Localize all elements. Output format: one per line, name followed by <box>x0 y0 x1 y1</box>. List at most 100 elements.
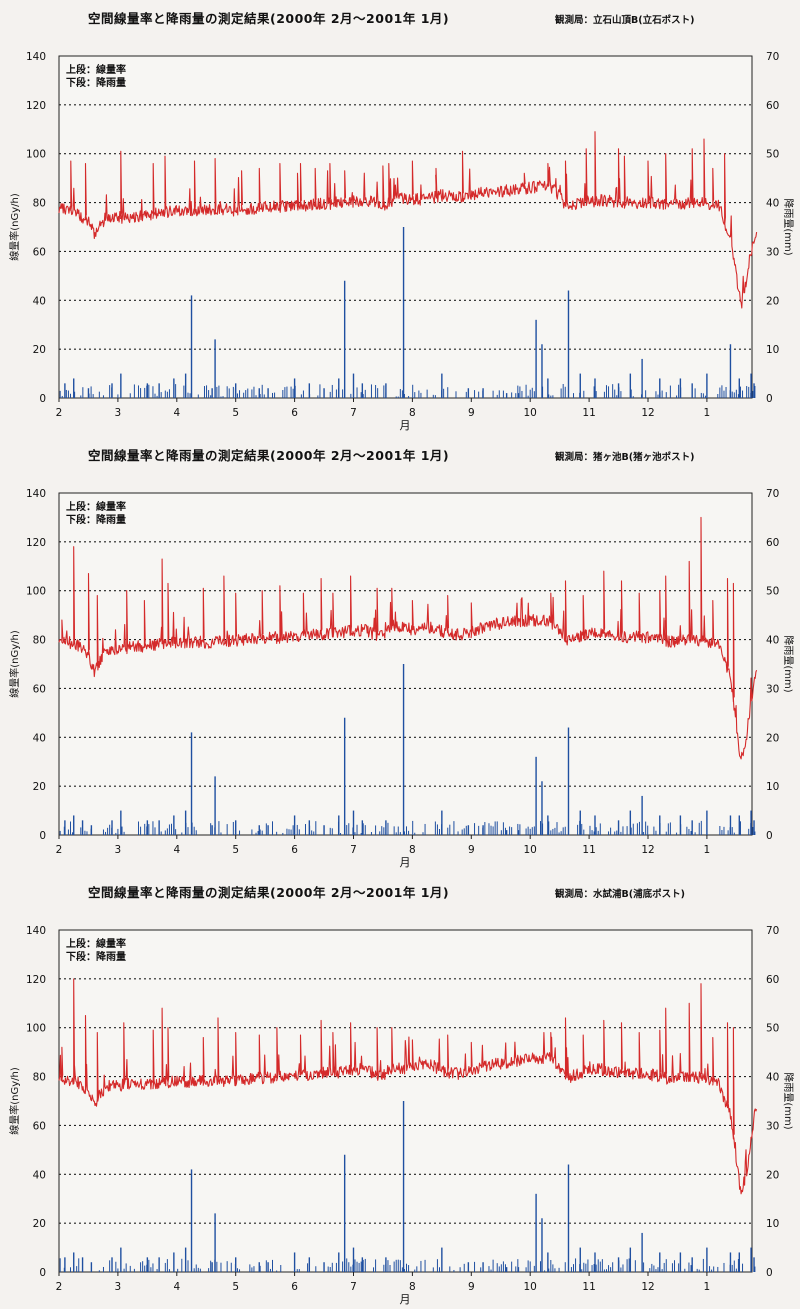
legend-rain: 下段：降雨量 <box>66 513 126 526</box>
left-tick-label: 100 <box>26 586 46 598</box>
left-tick-label: 80 <box>33 635 46 647</box>
x-tick-label: 9 <box>468 844 475 856</box>
right-tick-label: 20 <box>766 732 779 744</box>
chart-panel-2: 空間線量率と降雨量の測定結果(2000年 2月～2001年 1月) 観測局：猪ヶ… <box>0 445 800 870</box>
x-tick-label: 4 <box>173 844 180 856</box>
right-tick-label: 0 <box>766 830 773 842</box>
right-tick-label: 60 <box>766 537 779 549</box>
right-tick-label: 20 <box>766 1169 779 1181</box>
plot-area <box>58 492 753 836</box>
chart-panel-3: 空間線量率と降雨量の測定結果(2000年 2月～2001年 1月) 観測局：水試… <box>0 882 800 1307</box>
left-tick-label: 100 <box>26 149 46 161</box>
right-tick-label: 40 <box>766 198 779 210</box>
chart-title: 空間線量率と降雨量の測定結果(2000年 2月～2001年 1月) <box>88 11 450 26</box>
x-tick-label: 12 <box>641 844 654 856</box>
x-tick-label: 1 <box>704 407 711 419</box>
right-tick-label: 70 <box>766 488 779 500</box>
x-tick-label: 5 <box>232 407 239 419</box>
x-tick-label: 7 <box>350 1281 357 1293</box>
right-tick-label: 20 <box>766 295 779 307</box>
right-tick-label: 10 <box>766 1218 779 1230</box>
x-tick-label: 3 <box>115 844 122 856</box>
x-tick-label: 2 <box>56 844 63 856</box>
x-tick-label: 8 <box>409 407 416 419</box>
legend-dose: 上段：線量率 <box>66 937 126 950</box>
left-tick-label: 40 <box>33 295 46 307</box>
left-tick-label: 60 <box>33 683 46 695</box>
left-tick-label: 0 <box>39 830 46 842</box>
plot-area <box>58 929 753 1273</box>
left-tick-label: 120 <box>26 537 46 549</box>
x-tick-label: 7 <box>350 407 357 419</box>
left-tick-label: 80 <box>33 198 46 210</box>
x-tick-label: 9 <box>468 1281 475 1293</box>
y-axis-label-left: 線量率(nGy/h) <box>8 1067 21 1135</box>
x-tick-label: 2 <box>56 407 63 419</box>
chart-svg: 0 20 40 60 80 100 120 140 0 10 20 30 40 50 60 70 2 3 4 5 6 7 8… <box>8 925 795 1306</box>
x-tick-label: 1 <box>704 844 711 856</box>
x-tick-label: 11 <box>582 1281 595 1293</box>
x-tick-label: 6 <box>291 1281 298 1293</box>
x-tick-label: 10 <box>524 407 537 419</box>
left-tick-label: 140 <box>26 488 46 500</box>
y-axis-label-right: 降雨量(mm) <box>782 635 795 692</box>
x-tick-label: 4 <box>173 1281 180 1293</box>
dose-rate-line <box>58 516 758 760</box>
right-tick-label: 0 <box>766 393 773 405</box>
right-tick-label: 60 <box>766 100 779 112</box>
plot-area <box>58 55 753 399</box>
y-axis-label-right: 降雨量(mm) <box>782 198 795 255</box>
y-axis-label-left: 線量率(nGy/h) <box>8 193 21 261</box>
right-tick-label: 60 <box>766 974 779 986</box>
right-tick-label: 30 <box>766 246 779 258</box>
x-tick-label: 8 <box>409 844 416 856</box>
x-tick-label: 3 <box>115 1281 122 1293</box>
right-tick-label: 0 <box>766 1267 773 1279</box>
chart-title: 空間線量率と降雨量の測定結果(2000年 2月～2001年 1月) <box>88 885 450 900</box>
right-tick-label: 30 <box>766 1120 779 1132</box>
chart-svg: 0 20 40 60 80 100 120 140 0 10 20 30 40 50 60 70 2 3 4 5 6 7 8… <box>8 488 795 869</box>
chart-svg: 0 20 40 60 80 100 120 140 0 10 20 30 40 50 60 70 2 3 4 5 6 7 8… <box>8 51 795 432</box>
left-tick-label: 140 <box>26 51 46 63</box>
legend-rain: 下段：降雨量 <box>66 950 126 963</box>
left-tick-label: 20 <box>33 344 46 356</box>
left-tick-label: 20 <box>33 781 46 793</box>
legend-dose: 上段：線量率 <box>66 500 126 513</box>
x-axis-label: 月 <box>400 419 411 432</box>
x-tick-label: 12 <box>641 407 654 419</box>
x-tick-label: 11 <box>582 407 595 419</box>
chart-panel-1: 空間線量率と降雨量の測定結果(2000年 2月～2001年 1月) 観測局：立石… <box>0 8 800 433</box>
left-tick-label: 40 <box>33 1169 46 1181</box>
right-tick-label: 10 <box>766 344 779 356</box>
right-tick-label: 40 <box>766 1072 779 1084</box>
x-tick-label: 5 <box>232 1281 239 1293</box>
x-tick-label: 8 <box>409 1281 416 1293</box>
left-tick-label: 0 <box>39 393 46 405</box>
right-tick-label: 50 <box>766 586 779 598</box>
station-label: 観測局：水試浦B(浦底ポスト) <box>555 889 685 900</box>
left-tick-label: 120 <box>26 974 46 986</box>
legend-rain: 下段：降雨量 <box>66 76 126 89</box>
right-tick-label: 70 <box>766 925 779 937</box>
x-axis-label: 月 <box>400 856 411 869</box>
x-tick-label: 6 <box>291 844 298 856</box>
dose-rate-line <box>58 978 758 1195</box>
left-tick-label: 60 <box>33 1120 46 1132</box>
station-label: 観測局：猪ヶ池B(猪ヶ池ポスト) <box>555 452 695 463</box>
x-tick-label: 3 <box>115 407 122 419</box>
right-tick-label: 50 <box>766 149 779 161</box>
x-tick-label: 10 <box>524 1281 537 1293</box>
left-tick-label: 20 <box>33 1218 46 1230</box>
right-tick-label: 30 <box>766 683 779 695</box>
left-tick-label: 140 <box>26 925 46 937</box>
left-tick-label: 60 <box>33 246 46 258</box>
dose-rate-line <box>58 131 758 309</box>
x-tick-label: 7 <box>350 844 357 856</box>
x-tick-label: 12 <box>641 1281 654 1293</box>
x-axis-label: 月 <box>400 1293 411 1306</box>
x-tick-label: 5 <box>232 844 239 856</box>
right-tick-label: 40 <box>766 635 779 647</box>
y-axis-label-right: 降雨量(mm) <box>782 1072 795 1129</box>
x-tick-label: 6 <box>291 407 298 419</box>
right-tick-label: 70 <box>766 51 779 63</box>
